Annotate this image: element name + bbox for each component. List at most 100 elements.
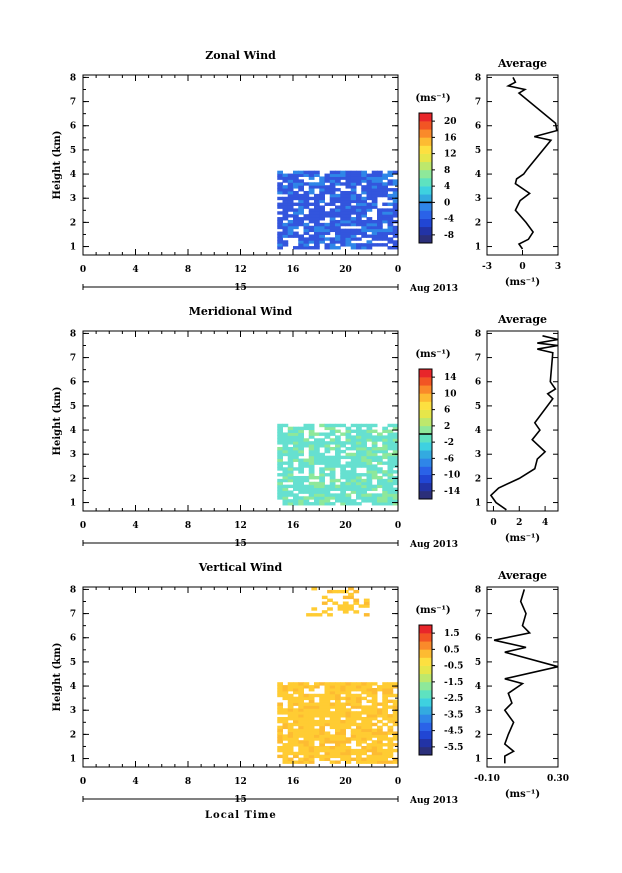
heatmap-cell — [377, 719, 383, 724]
heatmap-cell — [366, 228, 373, 233]
heatmap-cell — [392, 757, 399, 761]
heatmap-cell — [392, 455, 399, 460]
heatmap-cell — [377, 470, 383, 474]
heatmap-cell — [329, 478, 336, 483]
heatmap-cell — [319, 199, 325, 204]
heatmap-cell — [340, 696, 346, 701]
heatmap-cell — [277, 219, 283, 224]
heatmap-cell — [298, 725, 304, 730]
heatmap-cell — [366, 711, 373, 715]
heatmap-cell — [287, 234, 294, 238]
heatmap-cell — [340, 217, 346, 221]
y-tick-label: 5 — [70, 658, 76, 668]
heatmap-cell — [340, 473, 346, 477]
heatmap-cell — [377, 182, 383, 186]
heatmap-cell — [350, 490, 357, 494]
heatmap-cell — [335, 496, 341, 500]
heatmap-cell — [350, 228, 357, 233]
heatmap-cell — [361, 228, 367, 233]
date-month-label: Aug 2013 — [409, 540, 458, 550]
heatmap-cell — [303, 438, 310, 442]
heatmap-cell — [282, 243, 289, 247]
heatmap-cell — [319, 222, 325, 227]
x-tick-label: 16 — [287, 265, 300, 275]
heatmap-cell — [282, 205, 289, 209]
heatmap-cell — [382, 687, 388, 692]
heatmap-cell — [340, 211, 346, 215]
heatmap-cell — [303, 231, 310, 235]
heatmap-cell — [387, 444, 394, 448]
heatmap-cell — [324, 228, 331, 233]
heatmap-cell — [366, 246, 373, 250]
heatmap-cell — [345, 690, 352, 695]
heatmap-cell — [277, 196, 283, 201]
heatmap-cell — [319, 208, 325, 212]
heatmap-cell — [287, 757, 294, 761]
heatmap-cell — [356, 182, 362, 186]
heatmap-cell — [287, 190, 294, 195]
heatmap-cell — [308, 731, 315, 735]
heatmap-cell — [371, 682, 378, 686]
heatmap-cell — [345, 435, 352, 439]
heatmap-cell — [392, 423, 399, 428]
heatmap-cell — [371, 716, 378, 721]
heatmap-cell — [293, 484, 299, 489]
heatmap-cell — [314, 196, 320, 201]
heatmap-cell — [277, 211, 283, 215]
heatmap-cell — [350, 429, 357, 433]
heatmap-cell — [382, 737, 388, 741]
heatmap-cell — [356, 496, 362, 500]
heatmap-cell — [345, 722, 352, 727]
heatmap-cell — [329, 243, 336, 247]
heatmap-cell — [314, 170, 320, 175]
heatmap-cell — [303, 725, 310, 730]
heatmap-cell — [363, 604, 370, 608]
heatmap-cell — [345, 190, 352, 195]
heatmap-cell — [293, 429, 299, 433]
heatmap-cell — [387, 208, 394, 212]
heatmap-cell — [335, 461, 341, 465]
heatmap-cell — [361, 446, 367, 451]
heatmap-cell — [314, 754, 320, 759]
heatmap-cell — [298, 234, 304, 238]
heatmap-cell — [314, 708, 320, 712]
heatmap-cell — [303, 754, 310, 759]
heatmap-cell — [387, 470, 394, 474]
y-tick-label: 4 — [70, 426, 76, 436]
heatmap-cell — [298, 719, 304, 724]
heatmap-cell — [308, 234, 315, 238]
heatmap-cell — [308, 748, 315, 753]
heatmap-cell — [340, 499, 346, 503]
heatmap-cell — [382, 219, 388, 224]
heatmap-cell — [382, 217, 388, 221]
heatmap-cell — [366, 449, 373, 454]
heatmap-cell — [392, 693, 399, 698]
heatmap-cell — [340, 464, 346, 468]
heatmap-cell — [324, 751, 331, 756]
heatmap-cell — [277, 481, 283, 486]
heatmap-cell — [303, 478, 310, 483]
colorbar-segment — [419, 121, 432, 130]
average-y-tick-label: 2 — [475, 218, 481, 228]
heatmap-cell — [329, 432, 336, 436]
heatmap-cell — [371, 740, 378, 744]
heatmap-cell — [303, 190, 310, 195]
heatmap-cell — [387, 705, 394, 709]
heatmap-cell — [319, 734, 325, 738]
colorbar-segment — [419, 730, 432, 740]
heatmap-cell — [319, 702, 325, 706]
heatmap-cell — [345, 173, 352, 177]
heatmap-cell — [319, 190, 325, 195]
x-tick-label: 8 — [185, 521, 191, 531]
heatmap-cell — [314, 455, 320, 460]
heatmap-cell — [392, 435, 399, 439]
heatmap-cell — [366, 452, 373, 457]
y-tick-label: 3 — [70, 450, 76, 460]
heatmap-cell — [350, 711, 357, 715]
heatmap-cell — [366, 234, 373, 238]
heatmap-cell — [303, 743, 310, 747]
heatmap-cell — [345, 240, 352, 244]
heatmap-cell — [282, 449, 289, 454]
heatmap-cell — [314, 246, 320, 250]
heatmap-cell — [356, 475, 362, 480]
